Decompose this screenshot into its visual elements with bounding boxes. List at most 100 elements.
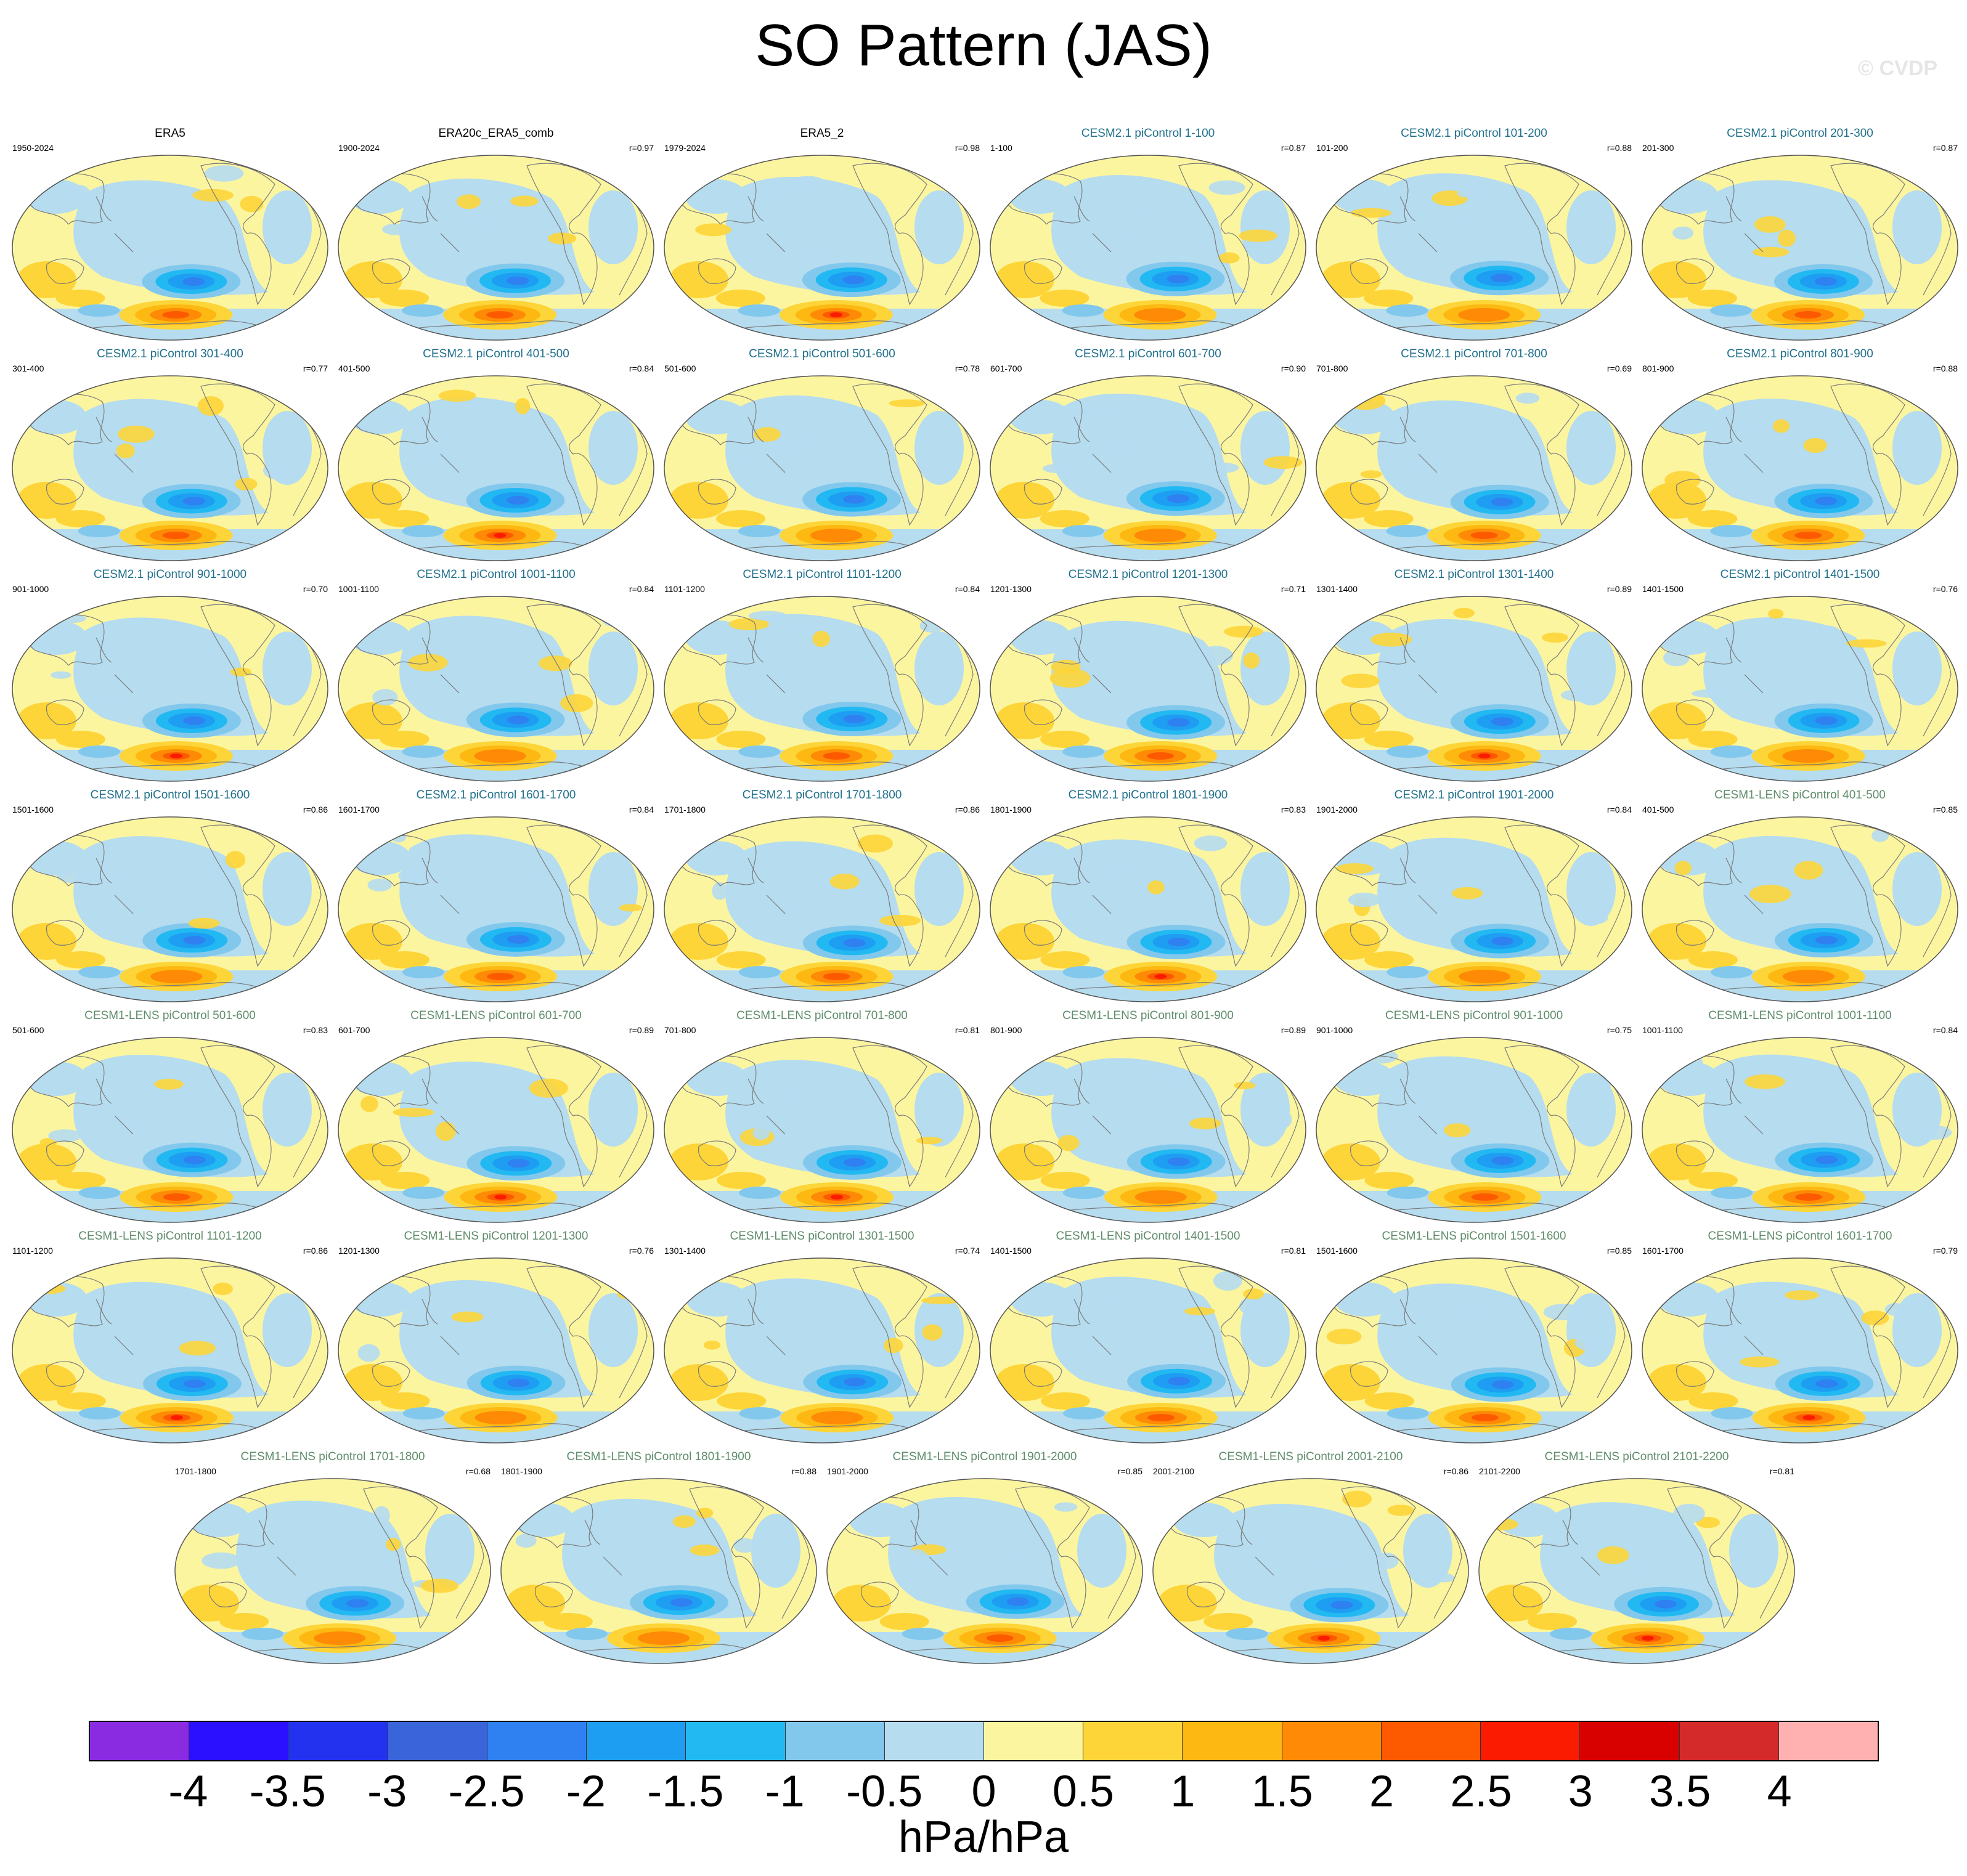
panel-title: CESM1-LENS piControl 2001-2100 bbox=[1218, 1450, 1403, 1463]
map-panel: CESM2.1 piControl 1501-1600 1501-1600 r=0.… bbox=[10, 788, 330, 1004]
panel-map bbox=[1642, 1257, 1958, 1444]
panel-title: CESM2.1 piControl 701-800 bbox=[1401, 347, 1547, 360]
panel-correlation: r=0.85 bbox=[1607, 1246, 1632, 1256]
map-field bbox=[1153, 1479, 1468, 1663]
colorbar-tick-label: 0 bbox=[971, 1767, 996, 1816]
map-field bbox=[1642, 1258, 1958, 1443]
panel-years: 2101-2200 bbox=[1479, 1466, 1520, 1476]
map-border bbox=[664, 816, 980, 1002]
panel-map bbox=[12, 816, 328, 1002]
panel-correlation: r=0.84 bbox=[629, 584, 654, 594]
colorbar-tick-label: 2.5 bbox=[1450, 1767, 1512, 1816]
panel-correlation: r=0.85 bbox=[1932, 805, 1958, 814]
panel-years: 1501-1600 bbox=[1316, 1246, 1358, 1256]
panel-correlation: r=0.86 bbox=[1443, 1466, 1468, 1476]
panel-map bbox=[990, 596, 1306, 782]
panel-title: ERA5_2 bbox=[800, 127, 844, 140]
colorbar-swatch bbox=[1481, 1722, 1581, 1760]
panel-title: CESM1-LENS piControl 1501-1600 bbox=[1382, 1230, 1566, 1243]
panel-years: 2001-2100 bbox=[1153, 1466, 1194, 1476]
panel-title: CESM2.1 piControl 1601-1700 bbox=[416, 789, 576, 802]
map-border bbox=[664, 1257, 980, 1444]
map-field bbox=[1316, 817, 1632, 1002]
map-panel: CESM1-LENS piControl 1701-1800 1701-1800 r… bbox=[173, 1450, 493, 1665]
map-panel: CESM1-LENS piControl 601-700 601-700 r=0.8… bbox=[336, 1009, 656, 1224]
map-panel: CESM1-LENS piControl 1001-1100 1001-1100 r… bbox=[1640, 1009, 1960, 1224]
panel-title: CESM1-LENS piControl 1701-1800 bbox=[240, 1450, 425, 1463]
map-border bbox=[1316, 596, 1632, 782]
panel-years: 1101-1200 bbox=[664, 584, 705, 594]
panel-title: CESM1-LENS piControl 1101-1200 bbox=[78, 1230, 262, 1243]
map-border bbox=[1642, 596, 1958, 782]
panel-years: 1101-1200 bbox=[12, 1246, 53, 1256]
map-field bbox=[990, 376, 1306, 561]
map-panel: CESM2.1 piControl 1701-1800 1701-1800 r=0.… bbox=[662, 788, 982, 1004]
map-panel: CESM1-LENS piControl 401-500 401-500 r=0.8… bbox=[1640, 788, 1960, 1004]
map-field bbox=[12, 155, 328, 340]
map-border bbox=[1642, 1037, 1958, 1223]
panel-title: CESM2.1 piControl 501-600 bbox=[749, 347, 895, 360]
panel-years: 1801-1900 bbox=[990, 805, 1032, 814]
colorbar-tick-label: 0.5 bbox=[1052, 1767, 1114, 1816]
map-border bbox=[990, 1037, 1306, 1223]
colorbar-swatch bbox=[487, 1722, 587, 1760]
map-border bbox=[1152, 1478, 1469, 1664]
panel-title: CESM2.1 piControl 101-200 bbox=[1401, 127, 1547, 140]
colorbar-swatch bbox=[1580, 1722, 1680, 1760]
panel-map bbox=[1316, 1257, 1632, 1444]
map-field bbox=[664, 596, 980, 781]
panel-years: 401-500 bbox=[1642, 805, 1674, 814]
panel-map bbox=[12, 155, 328, 341]
map-panel: CESM2.1 piControl 1-100 1-100 r=0.87 bbox=[988, 126, 1308, 342]
map-panel: CESM1-LENS piControl 501-600 501-600 r=0.8… bbox=[10, 1009, 330, 1224]
map-border bbox=[664, 155, 980, 341]
panel-map bbox=[1642, 375, 1958, 561]
panel-map bbox=[990, 816, 1306, 1002]
colorbar-swatch bbox=[587, 1722, 686, 1760]
panel-map bbox=[12, 375, 328, 561]
panel-years: 601-700 bbox=[990, 363, 1022, 373]
map-field bbox=[338, 596, 654, 781]
map-field bbox=[990, 1258, 1306, 1443]
map-border bbox=[338, 596, 654, 782]
panel-years: 1501-1600 bbox=[12, 805, 54, 814]
panel-correlation: r=0.68 bbox=[465, 1466, 491, 1476]
colorbar-tick-label: 2 bbox=[1369, 1767, 1395, 1816]
figure-title: SO Pattern (JAS) bbox=[755, 12, 1212, 78]
map-border bbox=[500, 1478, 817, 1664]
colorbar-tick-label: -2 bbox=[566, 1767, 606, 1816]
panel-years: 1401-1500 bbox=[1642, 584, 1684, 594]
map-border bbox=[1316, 375, 1632, 561]
colorbar-swatch bbox=[1083, 1722, 1183, 1760]
colorbar-tick-label: -0.5 bbox=[846, 1767, 923, 1816]
map-panel: CESM2.1 piControl 801-900 801-900 r=0.88 bbox=[1640, 347, 1960, 562]
panel-years: 1701-1800 bbox=[664, 805, 706, 814]
map-field bbox=[990, 817, 1306, 1002]
colorbar-swatch bbox=[785, 1722, 885, 1760]
panel-title: CESM2.1 piControl 1-100 bbox=[1081, 127, 1215, 140]
map-field bbox=[1316, 155, 1632, 340]
panel-title: CESM1-LENS piControl 1301-1500 bbox=[730, 1230, 914, 1243]
coastlines bbox=[1326, 604, 1626, 777]
map-panel: ERA20c_ERA5_comb 1900-2024 r=0.97 bbox=[336, 126, 656, 342]
panel-title: CESM1-LENS piControl 601-700 bbox=[410, 1009, 582, 1022]
panel-correlation: r=0.86 bbox=[955, 805, 980, 814]
panel-title: CESM2.1 piControl 1001-1100 bbox=[417, 568, 576, 581]
colorbar-tick-label: -3 bbox=[367, 1767, 407, 1816]
panel-title: ERA5 bbox=[155, 127, 185, 140]
map-panel-grid: ERA5 1950-2024 ERA20c_ERA5_comb 1900-2024 r=… bbox=[10, 126, 1960, 1665]
panel-correlation: r=0.84 bbox=[629, 805, 654, 814]
map-field bbox=[664, 1258, 980, 1443]
panel-correlation: r=0.87 bbox=[1932, 143, 1958, 153]
colorbar-swatch bbox=[686, 1722, 786, 1760]
map-border bbox=[338, 1257, 654, 1444]
panel-correlation: r=0.84 bbox=[629, 363, 654, 373]
map-field bbox=[12, 1258, 328, 1443]
map-panel: CESM1-LENS piControl 1401-1500 1401-1500 r… bbox=[988, 1229, 1308, 1445]
coastlines bbox=[22, 604, 322, 777]
map-border bbox=[338, 155, 654, 341]
panel-title: CESM1-LENS piControl 2101-2200 bbox=[1544, 1450, 1729, 1463]
panel-years: 501-600 bbox=[12, 1025, 44, 1035]
panel-title: CESM1-LENS piControl 1601-1700 bbox=[1708, 1230, 1892, 1243]
map-border bbox=[12, 155, 328, 341]
